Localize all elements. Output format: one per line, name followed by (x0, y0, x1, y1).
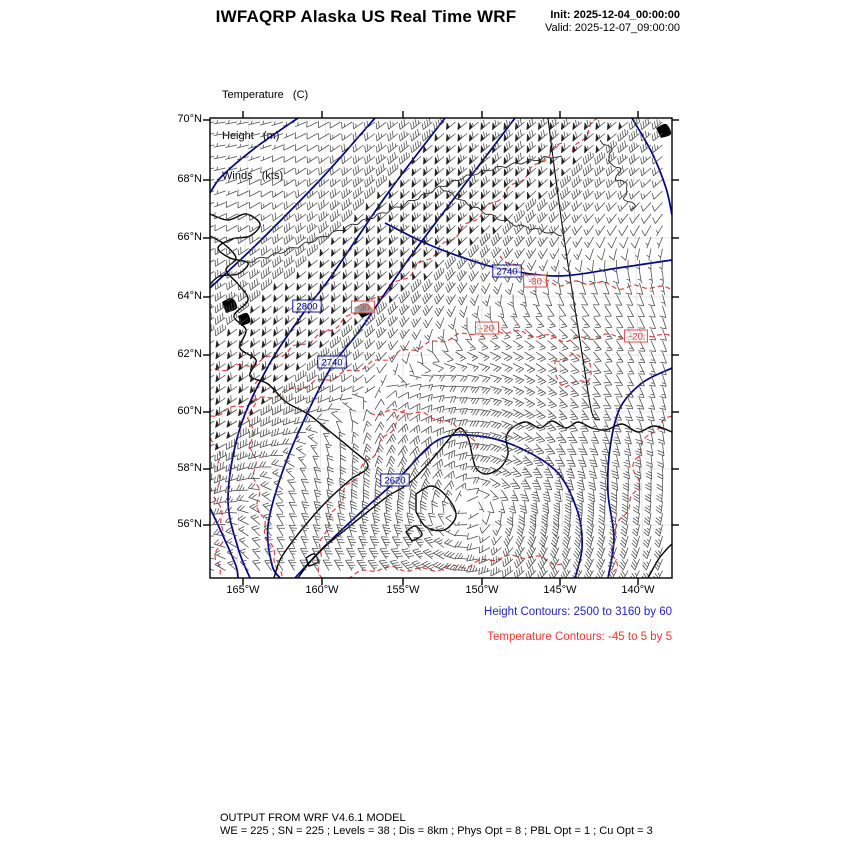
coastline (210, 235, 369, 578)
lon-tick-label: 155°W (386, 584, 420, 596)
valid-label: Valid: (545, 22, 572, 34)
lat-tick-label: 70°N (177, 113, 202, 125)
coastline (210, 213, 261, 285)
footer-config-line: WE = 225 ; SN = 225 ; Levels = 38 ; Dis … (220, 825, 653, 837)
footer-model-line: OUTPUT FROM WRF V4.6.1 MODEL (220, 812, 406, 824)
height-contour-label-layer: 2800 2740 2740 2620 (292, 264, 522, 487)
wind-barb-strokes (210, 118, 667, 578)
lat-tick-label: 60°N (177, 405, 202, 417)
lat-tick-label: 68°N (177, 173, 202, 185)
lat-tick-label: 62°N (177, 348, 202, 360)
river (599, 139, 636, 211)
map-frame (203, 111, 679, 585)
height-contour-label-box (292, 299, 322, 313)
temperature-contour-label: -20 (480, 324, 494, 335)
height-contour-label-box (317, 355, 347, 369)
valid-time: Valid: 2025-12-07_09:00:00 (545, 22, 680, 35)
init-label: Init: (550, 9, 571, 21)
temperature-contour-label-box (624, 329, 648, 343)
temperature-contour (340, 554, 563, 578)
legend-temperature: Temperature (C) (222, 89, 309, 101)
lat-tick-label: 58°N (177, 462, 202, 474)
height-contour-label: 2740 (496, 267, 517, 278)
temperature-contour-label: -20 (629, 332, 643, 343)
page-title: IWFAQRP Alaska US Real Time WRF (215, 7, 517, 26)
height-contour (631, 118, 672, 216)
lon-tick-label: 140°W (621, 584, 655, 596)
legend-winds: Winds (kts) (222, 170, 284, 182)
height-contour-label-box (380, 473, 410, 487)
river (439, 186, 563, 237)
wind-barbs-layer (210, 118, 667, 578)
height-contour (210, 118, 299, 194)
temperature-contour-label-box (523, 274, 547, 288)
init-time: Init: 2025-12-04_00:00:00 (545, 9, 680, 22)
height-contour-caption: Height Contours: 2500 to 3160 by 60 (484, 606, 672, 618)
valid-value: 2025-12-07_09:00:00 (574, 22, 680, 34)
lon-tick-label: 145°W (543, 584, 577, 596)
temperature-contour (210, 430, 225, 578)
map-canvas: 2800 2740 2740 2620 -30 -30 -20 -20 (203, 111, 679, 585)
temperature-contour-label-box (475, 321, 499, 335)
height-contour-label: 2620 (384, 476, 405, 487)
political-border (547, 118, 601, 421)
init-value: 2025-12-04_00:00:00 (573, 9, 680, 21)
temperature-contour-label-layer: -30 -30 -20 -20 (351, 274, 648, 343)
coastline (415, 485, 457, 532)
model-run-times: Init: 2025-12-04_00:00:00 Valid: 2025-12… (545, 9, 680, 35)
temperature-contour (210, 142, 563, 372)
river (247, 155, 563, 263)
coastline (647, 543, 672, 578)
temperature-contour (210, 326, 672, 417)
wind-barb-pennants (214, 121, 623, 451)
island-blob (656, 123, 672, 138)
lon-tick-label: 150°W (465, 584, 499, 596)
temperature-contour-caption: Temperature Contours: -45 to 5 by 5 (487, 631, 672, 643)
height-contour-label: 2800 (296, 302, 317, 313)
lat-tick-label: 64°N (177, 290, 202, 302)
temperature-contour (247, 379, 283, 578)
height-contour-label-box (492, 264, 522, 278)
height-contour (210, 118, 376, 289)
temperature-contour-label: -30 (356, 303, 370, 314)
island-blob (222, 297, 238, 313)
temperature-contour-label-box (351, 300, 375, 314)
height-contour-label: 2740 (321, 358, 342, 369)
temperature-contour (554, 353, 592, 389)
temperature-contour (607, 415, 672, 578)
height-contour (294, 433, 583, 578)
lat-tick-label: 56°N (177, 518, 202, 530)
temperature-contour-label: -30 (528, 277, 542, 288)
lat-tick-label: 66°N (177, 231, 202, 243)
model-footer: OUTPUT FROM WRF V4.6.1 MODEL WE = 225 ; … (220, 812, 653, 838)
lon-tick-label: 160°W (305, 584, 339, 596)
temperature-contour (317, 409, 406, 578)
lon-tick-label: 165°W (226, 584, 260, 596)
